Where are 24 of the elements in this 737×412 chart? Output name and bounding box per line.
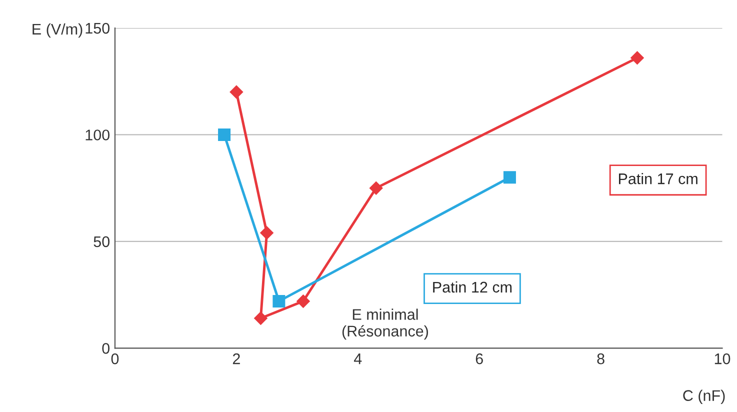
- point: [230, 85, 244, 99]
- point: [503, 171, 516, 184]
- point: [630, 51, 644, 64]
- y-tick-label: 150: [86, 22, 110, 34]
- x-tick-label: 6: [476, 353, 483, 364]
- x-tick-label: 0: [111, 353, 119, 364]
- x-tick-label: 10: [714, 353, 730, 364]
- x-axis-title: C (nF): [683, 390, 725, 404]
- point: [296, 294, 310, 308]
- annotation: E minimal (Résonance): [342, 308, 428, 340]
- point: [260, 226, 274, 240]
- x-tick-label: 2: [232, 353, 240, 364]
- y-tick-label: 100: [86, 130, 110, 140]
- y-tick-label: 0: [102, 343, 110, 354]
- text: Patin 17 cm: [618, 172, 698, 184]
- text: Patin 12 cm: [433, 281, 512, 293]
- point: [272, 294, 286, 308]
- y-tick-label: 50: [94, 236, 110, 248]
- point: [254, 312, 268, 325]
- x-tick-label: 8: [597, 353, 604, 364]
- point: [370, 181, 383, 195]
- y-axis-title: E (V/m): [32, 23, 82, 38]
- point: [218, 128, 231, 141]
- x-tick-label: 4: [354, 354, 362, 364]
